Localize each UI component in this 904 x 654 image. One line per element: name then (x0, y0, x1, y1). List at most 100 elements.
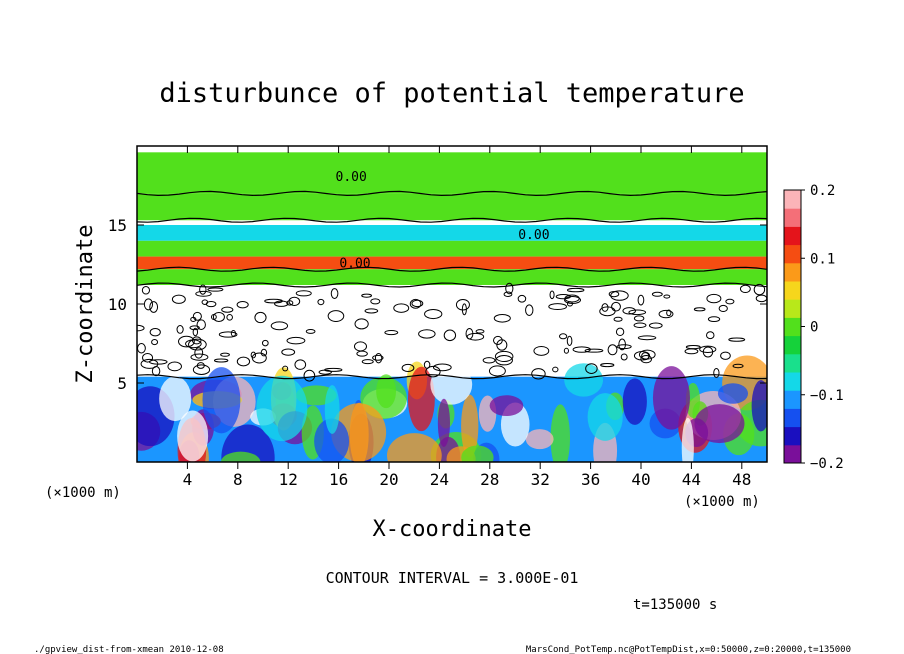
contour-loop (192, 364, 211, 375)
color-band-2 (137, 225, 767, 241)
contour-loop (465, 327, 474, 340)
contour-loop (493, 335, 503, 345)
contour-loop (294, 359, 307, 370)
texture-blob (564, 363, 604, 397)
contour-loop (220, 352, 230, 357)
x-axis: 4 8 12 16 20 24 28 32 36 40 44 48 (183, 146, 751, 489)
contour-loop (637, 335, 657, 341)
contour-line-2 (137, 266, 767, 272)
contour-loop (493, 314, 511, 323)
contour-loop (633, 315, 645, 322)
contour-loop (425, 365, 441, 378)
contour-loop (495, 355, 513, 366)
contour-loop (488, 365, 506, 377)
contour-loop (584, 348, 604, 353)
time-note: t=135000 s (633, 597, 717, 613)
colorbar-tick-label: 0 (810, 320, 818, 336)
contour-loop (361, 293, 373, 298)
contour-loop (732, 363, 744, 369)
y-axis-label: Z-coordinate (73, 225, 98, 384)
contour-loop (264, 298, 283, 304)
contour-loop (475, 329, 485, 334)
texture-blob (461, 445, 494, 462)
contour-loop (466, 332, 485, 341)
x-tick-label: 44 (682, 470, 701, 489)
footer-right: MarsCond_PotTemp.nc@PotTempDist,x=0:5000… (526, 645, 851, 654)
contour-loop (753, 283, 766, 296)
contour-loop (531, 368, 546, 380)
contour-loop (548, 303, 567, 311)
colorbar-tick-label: −0.2 (810, 456, 844, 472)
contour-loop (236, 301, 249, 309)
contour-loop (288, 296, 301, 306)
contour-loop (601, 303, 609, 312)
contour-loop (622, 307, 637, 315)
contour-loop (424, 309, 443, 320)
colorbar-swatch (784, 353, 801, 373)
contour-loop (637, 294, 645, 306)
texture-blob (177, 410, 209, 462)
contour-loop (411, 299, 424, 308)
contour-loop (236, 356, 251, 367)
x-tick-label: 48 (732, 470, 751, 489)
texture-blob (717, 383, 749, 404)
contour-loop (706, 331, 715, 340)
colorbar-swatch (784, 281, 801, 300)
colorbar-ticks: 0.2 0.1 0 −0.1 −0.2 (801, 183, 844, 472)
contour-loop (286, 336, 306, 345)
color-band-0 (137, 152, 767, 194)
colorbar-swatch (784, 390, 801, 409)
contour-loop (171, 294, 186, 304)
contour-loop (552, 366, 559, 373)
contour-loop (728, 337, 746, 342)
texture-blob (652, 366, 691, 430)
contour-loop (364, 308, 379, 314)
colorbar-swatch (784, 317, 801, 337)
contour-loop (482, 357, 496, 364)
contour-label-0: 0.00 (336, 170, 367, 185)
contour-loop (409, 298, 422, 309)
contour-loop (192, 311, 202, 321)
colorbar-tick-label: 0.1 (810, 251, 835, 267)
contour-loop (633, 350, 651, 361)
contour-loop (149, 301, 159, 313)
contour-loop (295, 290, 312, 297)
contour-loop (372, 354, 384, 361)
contour-line-4 (137, 374, 767, 380)
contour-loop (354, 318, 369, 330)
x-axis-label: X-coordinate (373, 517, 532, 542)
texture-blob (314, 418, 350, 462)
contour-loop (517, 294, 527, 303)
contour-label-2: 0.00 (518, 228, 549, 243)
contour-loop (281, 348, 296, 356)
contour-loop (195, 290, 212, 297)
contour-loop (151, 339, 159, 346)
contour-lines (137, 190, 767, 462)
x-unit-right: (×1000 m) (684, 494, 760, 510)
x-tick-label: 20 (379, 470, 398, 489)
colorbar-swatch (784, 244, 801, 264)
texture-blob (386, 433, 442, 462)
contour-loop (178, 335, 195, 348)
texture-blob (461, 394, 479, 458)
x-tick-label: 28 (480, 470, 499, 489)
contour-loop (167, 361, 182, 372)
color-band-5 (137, 269, 767, 286)
contour-loop (610, 290, 629, 301)
contour-loop (196, 319, 206, 330)
contour-loop (330, 288, 339, 299)
x-unit-left: (×1000 m) (45, 485, 121, 501)
x-tick-label: 36 (581, 470, 600, 489)
contour-loop (567, 287, 585, 293)
plot-area: 0.00 0.00 0.00 (137, 152, 767, 462)
contour-loop (564, 296, 582, 305)
contour-loop (261, 339, 269, 347)
colorbar-swatch (784, 444, 801, 464)
y-tick-label: 15 (108, 216, 127, 235)
colorbar-swatch (784, 372, 801, 391)
contour-loop (611, 301, 621, 312)
contour-loop (221, 306, 234, 313)
contour-loop (207, 287, 224, 292)
texture-blob (489, 395, 524, 417)
texture-blob (525, 429, 554, 450)
